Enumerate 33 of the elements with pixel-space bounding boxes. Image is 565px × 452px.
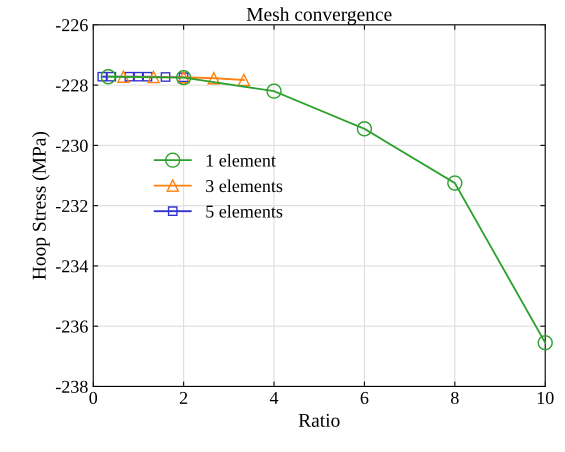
x-tick-label: 4: [270, 392, 278, 404]
y-tick-label: -226: [56, 19, 88, 32]
point: [97, 72, 108, 82]
legend-label: 5 elements: [206, 204, 282, 218]
y-tick-label: -234: [56, 260, 88, 272]
y-tick-label: -236: [56, 320, 88, 333]
x-tick-label: 2: [180, 392, 188, 404]
chart-title: Mesh convergence: [246, 7, 392, 25]
point: [134, 72, 144, 82]
point: [100, 69, 116, 84]
x-tick-label: 0: [89, 392, 98, 404]
point: [117, 70, 130, 83]
y-tick-label: -238: [56, 380, 88, 393]
point: [124, 72, 134, 82]
y-axis-title: Hoop Stress (MPa): [32, 132, 50, 280]
point: [160, 72, 170, 82]
y-tick-label: -232: [56, 200, 88, 212]
point: [147, 70, 160, 84]
point: [447, 175, 462, 191]
x-axis-title: Ratio: [298, 414, 340, 427]
point: [356, 121, 372, 136]
y-tick-label: -230: [56, 140, 88, 152]
point: [266, 84, 282, 99]
x-tick-label: 6: [360, 392, 368, 404]
legend-label: 1 element: [206, 154, 276, 167]
point: [238, 74, 250, 86]
point: [538, 335, 553, 350]
point: [208, 72, 220, 84]
point: [142, 72, 152, 82]
x-tick-label: 8: [451, 392, 459, 404]
x-tick-label: 10: [538, 392, 554, 404]
y-tick-label: -228: [56, 79, 88, 92]
legend-label: 3 elements: [206, 179, 282, 192]
